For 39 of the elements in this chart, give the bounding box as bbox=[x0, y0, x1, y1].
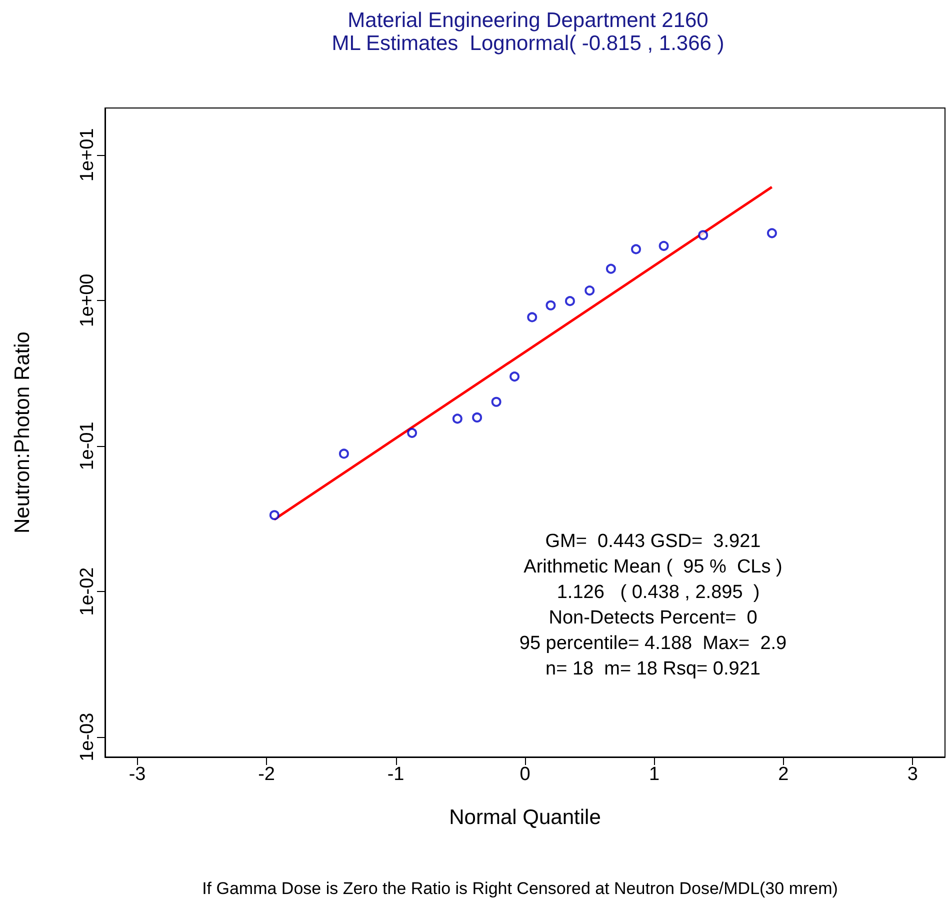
point bbox=[631, 244, 642, 254]
annotation: GM= 0.443 GSD= 3.921 bbox=[545, 531, 761, 552]
point bbox=[527, 312, 538, 322]
y-tick-label: 1e+00 bbox=[77, 274, 98, 328]
x-axis-title: Normal Quantile bbox=[449, 806, 601, 829]
x-tick-label: 0 bbox=[520, 764, 530, 785]
point bbox=[546, 300, 556, 310]
chart-title: Material Engineering Department 2160 bbox=[348, 9, 708, 32]
x-tick-label: -1 bbox=[387, 764, 404, 785]
text: If Gamma Dose is Zero the Ratio is Right Censored at Neutron Dose/MDL(30 mrem) bbox=[202, 879, 838, 898]
annotation: Non-Detects Percent= 0 bbox=[548, 608, 758, 628]
point bbox=[510, 372, 520, 382]
annotation: Arithmetic Mean ( 95 % CLs ) bbox=[524, 556, 782, 578]
annotation: 1.126 ( 0.438 , 2.895 ) bbox=[546, 582, 760, 603]
point bbox=[338, 448, 349, 459]
point bbox=[407, 428, 418, 438]
point bbox=[472, 412, 482, 422]
y-tick-label: 1e-02 bbox=[77, 567, 98, 616]
chart-subtitle: ML Estimates Lognormal( -0.815 , 1.366 ) bbox=[332, 32, 724, 55]
point bbox=[584, 286, 595, 296]
y-tick-label: 1e-01 bbox=[77, 422, 98, 470]
y-axis-title: Neutron:Photon Ratio bbox=[11, 332, 34, 534]
annotation: 95 percentile= 4.188 Max= 2.9 bbox=[519, 633, 787, 654]
point bbox=[269, 510, 280, 520]
point bbox=[452, 414, 462, 424]
annotation: n= 18 m= 18 Rsq= 0.921 bbox=[546, 658, 760, 680]
point bbox=[491, 396, 502, 407]
y-tick-label: 1e+01 bbox=[77, 128, 98, 182]
x-tick-label: 1 bbox=[648, 764, 660, 785]
y-tick-label: 1e-03 bbox=[77, 712, 98, 762]
x-tick-label: -3 bbox=[128, 764, 146, 785]
point bbox=[698, 230, 708, 240]
x-tick-label: -2 bbox=[258, 764, 275, 785]
point bbox=[606, 264, 616, 274]
x-tick-label: 3 bbox=[907, 764, 918, 785]
x-tick-label: 2 bbox=[778, 764, 789, 785]
point bbox=[658, 240, 669, 251]
point bbox=[766, 228, 777, 238]
point bbox=[564, 296, 575, 306]
